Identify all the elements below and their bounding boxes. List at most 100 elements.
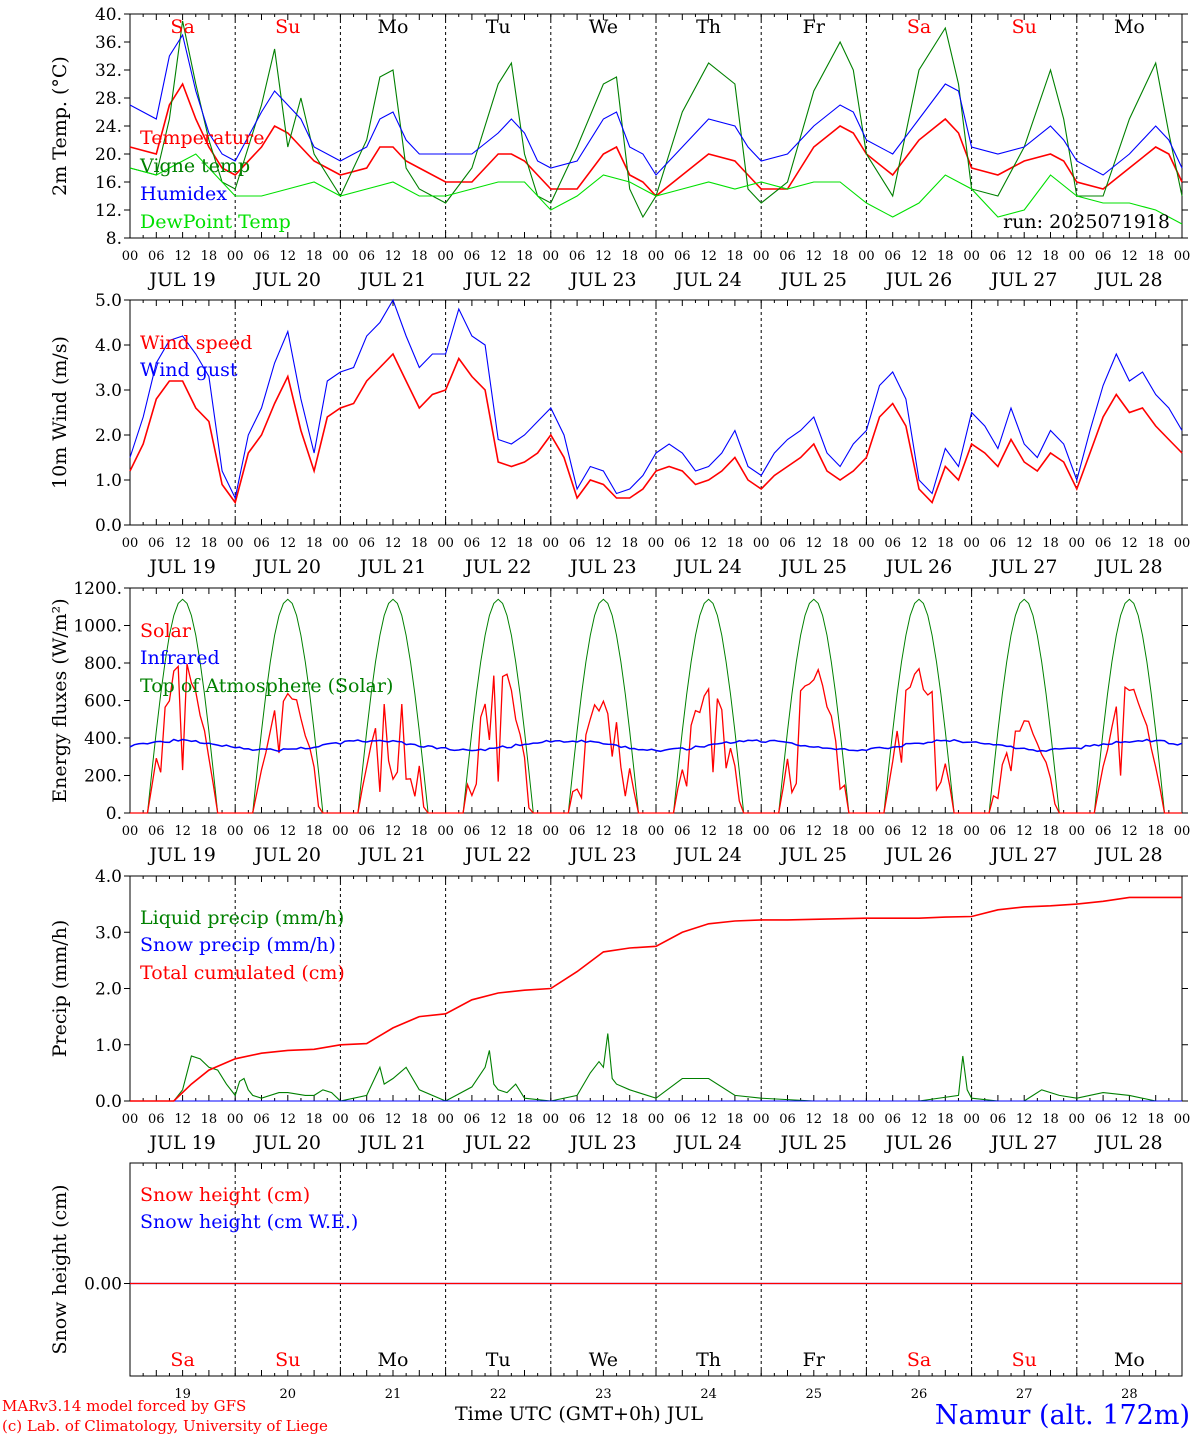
hour-label: 00: [963, 249, 980, 264]
hour-label: 00: [648, 1112, 665, 1127]
y-tick-label: 32.: [95, 61, 122, 81]
hour-label: 18: [1147, 536, 1164, 551]
y-tick-label: 1.0: [95, 471, 122, 491]
hour-label: 06: [990, 1112, 1007, 1127]
series-solar: [130, 663, 1182, 814]
weekday-label: Th: [696, 1349, 721, 1371]
legend-entry: Total cumulated (cm): [140, 962, 345, 984]
hour-label: 12: [1121, 249, 1138, 264]
day-label: JUL 26: [884, 269, 952, 291]
hour-label: 06: [674, 249, 691, 264]
y-tick-label: 400.: [84, 729, 122, 749]
hour-label: 12: [911, 824, 928, 839]
series-wind-gust: [129, 298, 1183, 500]
hour-label: 18: [727, 536, 744, 551]
hour-label: 12: [806, 1112, 823, 1127]
hour-label: 00: [543, 1112, 560, 1127]
hour-label: 12: [700, 249, 717, 264]
day-label: JUL 19: [147, 1132, 215, 1154]
hour-label: 06: [990, 536, 1007, 551]
hour-label: 12: [1121, 824, 1138, 839]
hour-label: 12: [490, 824, 507, 839]
day-label: JUL 26: [884, 844, 952, 866]
hour-label: 06: [148, 824, 165, 839]
hour-label: 12: [806, 249, 823, 264]
hour-label: 18: [937, 824, 954, 839]
legend-entry: Infrared: [140, 647, 220, 669]
hour-label: 06: [569, 1112, 586, 1127]
hour-label: 12: [280, 536, 297, 551]
hour-label: 06: [569, 824, 586, 839]
hour-label: 00: [332, 1112, 349, 1127]
y-tick-label: 28.: [95, 89, 122, 109]
hour-label: 06: [884, 1112, 901, 1127]
weekday-label: Su: [275, 1349, 300, 1371]
hour-label: 06: [253, 1112, 270, 1127]
hour-label: 00: [437, 249, 454, 264]
hour-label: 00: [1174, 1112, 1191, 1127]
hour-label: 06: [253, 536, 270, 551]
legend-entry: DewPoint Temp: [140, 211, 291, 233]
day-number: 24: [700, 1387, 717, 1402]
day-label: JUL 25: [779, 556, 847, 578]
hour-label: 18: [621, 1112, 638, 1127]
weekday-label: Su: [1012, 1349, 1037, 1371]
hour-label: 00: [437, 824, 454, 839]
hour-label: 06: [990, 249, 1007, 264]
legend-entry: Humidex: [140, 183, 227, 205]
hour-label: 18: [937, 249, 954, 264]
x-axis-title: Time UTC (GMT+0h) JUL: [455, 1403, 703, 1425]
hour-label: 00: [227, 249, 244, 264]
series-dewpoint-temp: [129, 153, 1183, 225]
hour-label: 06: [358, 1112, 375, 1127]
weekday-label: Su: [1012, 16, 1037, 38]
hour-label: 12: [700, 536, 717, 551]
hour-label: 12: [911, 1112, 928, 1127]
hour-label: 12: [490, 249, 507, 264]
series-temperature: [129, 82, 1183, 198]
day-label: JUL 24: [673, 269, 741, 291]
hour-label: 06: [148, 536, 165, 551]
day-label: JUL 20: [253, 269, 321, 291]
hour-label: 06: [779, 824, 796, 839]
hour-label: 18: [1147, 824, 1164, 839]
hour-label: 00: [1069, 1112, 1086, 1127]
hour-label: 18: [411, 1112, 428, 1127]
hour-label: 06: [358, 536, 375, 551]
station-label: Namur (alt. 172m): [934, 1400, 1190, 1431]
weekday-label: Fr: [803, 1349, 826, 1371]
hour-label: 06: [884, 249, 901, 264]
hour-label: 18: [621, 536, 638, 551]
series-liquid-precip-mm-h-: [130, 1033, 1182, 1102]
hour-label: 06: [674, 1112, 691, 1127]
day-label: JUL 26: [884, 1132, 952, 1154]
day-label: JUL 20: [253, 1132, 321, 1154]
y-tick-label: 4.0: [95, 867, 122, 887]
hour-label: 06: [990, 824, 1007, 839]
weekday-label: We: [589, 1349, 618, 1371]
legend-entry: Wind gust: [140, 359, 238, 381]
y-tick-label: 16.: [95, 173, 122, 193]
hour-label: 00: [1069, 249, 1086, 264]
y-tick-label: 3.0: [95, 923, 122, 943]
day-number: 26: [911, 1387, 928, 1402]
day-label: JUL 25: [779, 844, 847, 866]
day-label: JUL 27: [989, 269, 1057, 291]
hour-label: 00: [753, 249, 770, 264]
hour-label: 12: [806, 824, 823, 839]
y-tick-label: 1000.: [73, 617, 122, 637]
day-label: JUL 23: [568, 556, 636, 578]
hour-label: 00: [858, 249, 875, 264]
y-axis-title: 10m Wind (m/s): [49, 336, 71, 489]
hour-label: 12: [1016, 536, 1033, 551]
weekday-label: Mo: [1114, 16, 1145, 38]
hour-label: 06: [779, 1112, 796, 1127]
hour-label: 00: [1174, 824, 1191, 839]
day-label: JUL 27: [989, 844, 1057, 866]
hour-label: 12: [174, 824, 191, 839]
hour-label: 18: [1042, 536, 1059, 551]
panel-frame: [129, 587, 1183, 814]
hour-label: 06: [779, 249, 796, 264]
hour-label: 06: [358, 824, 375, 839]
day-label: JUL 24: [673, 844, 741, 866]
